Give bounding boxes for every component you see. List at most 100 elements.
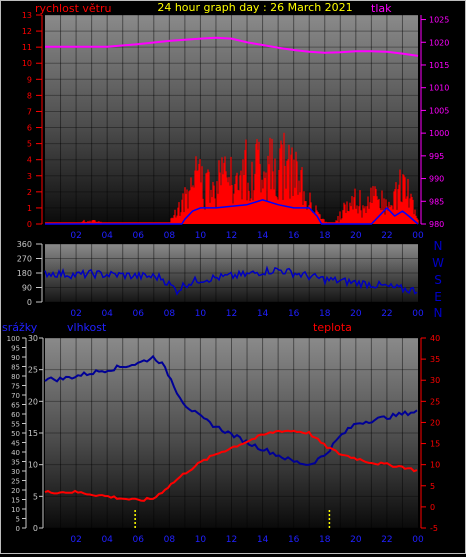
rain-y-tick-label: 65 <box>11 402 20 410</box>
humidity-y-tick-label: 10 <box>28 461 38 470</box>
pressure-y-tick-label: 985 <box>429 197 444 206</box>
x-tick-label: 12 <box>226 309 237 319</box>
humidity-y-tick-label: 15 <box>28 429 38 438</box>
wind-y-tick-label: 6 <box>27 124 32 133</box>
humidity-y-tick-label: 25 <box>28 366 38 375</box>
humidity-series <box>44 354 418 466</box>
x-tick-label: 06 <box>133 535 145 545</box>
pressure-y-tick-label: 1010 <box>429 84 449 93</box>
x-tick-label: 04 <box>101 309 113 319</box>
temperature-series <box>44 429 418 502</box>
wind-y-tick-label: 11 <box>22 43 32 52</box>
compass-n-top: N <box>434 239 443 253</box>
rain-y-tick-label: 100 <box>7 335 20 343</box>
humidity-y-tick-label: 20 <box>28 397 38 406</box>
wind-speed-series <box>77 132 419 224</box>
x-tick-label: 00 <box>412 309 424 319</box>
wind-y-tick-label: 2 <box>27 188 32 197</box>
rain-axis-title: srážky <box>2 321 38 334</box>
wind-y-tick-label: 8 <box>27 91 32 100</box>
temperature-y-tick-label: 35 <box>430 355 440 364</box>
compass-e: E <box>434 290 442 304</box>
x-tick-label: 08 <box>164 309 176 319</box>
pressure-y-tick-label: 1005 <box>429 106 449 115</box>
direction-y-tick-label: 180 <box>17 269 32 278</box>
x-tick-label: 12 <box>226 231 237 241</box>
rain-y-tick-label: 80 <box>11 373 20 381</box>
temperature-y-tick-label: 5 <box>430 482 435 491</box>
wind-y-tick-label: 10 <box>22 59 32 68</box>
x-tick-label: 02 <box>70 309 81 319</box>
rain-y-tick-label: 35 <box>11 459 20 467</box>
x-tick-label: 14 <box>257 231 269 241</box>
humidity-axis-title: vlhkost <box>67 321 107 334</box>
wind-y-tick-label: 3 <box>27 172 32 181</box>
rain-y-tick-label: 15 <box>11 497 20 505</box>
wind-y-tick-label: 9 <box>27 75 32 84</box>
temperature-y-tick-label: 20 <box>430 418 440 427</box>
x-tick-label: 20 <box>350 535 362 545</box>
x-tick-label: 02 <box>70 231 81 241</box>
rain-y-tick-label: 55 <box>11 421 20 429</box>
temperature-y-tick-label: 25 <box>430 397 440 406</box>
x-tick-label: 16 <box>288 231 300 241</box>
pressure-y-tick-label: 990 <box>429 175 444 184</box>
x-tick-label: 10 <box>195 535 207 545</box>
temperature-y-tick-label: 0 <box>430 503 435 512</box>
x-tick-label: 16 <box>288 535 300 545</box>
wind-y-tick-label: 4 <box>27 156 32 165</box>
series-layer <box>44 36 419 528</box>
pressure-y-tick-label: 995 <box>429 152 444 161</box>
x-tick-label: 18 <box>319 535 331 545</box>
x-tick-label: 06 <box>133 231 145 241</box>
x-tick-label: 10 <box>195 231 207 241</box>
rain-y-tick-label: 85 <box>11 364 20 372</box>
x-tick-label: 22 <box>381 231 392 241</box>
pressure-series <box>45 36 419 57</box>
average-wind-series <box>45 199 419 225</box>
temperature-y-tick-label: 15 <box>430 440 440 449</box>
rain-y-tick-label: 45 <box>11 440 20 448</box>
wind-y-tick-label: 7 <box>27 107 32 116</box>
temperature-y-tick-label: 10 <box>430 461 440 470</box>
x-tick-label: 18 <box>319 309 331 319</box>
humidity-y-tick-label: 5 <box>33 492 38 501</box>
x-tick-label: 00 <box>412 231 424 241</box>
temperature-axis-title: teplota <box>313 321 352 334</box>
rain-y-tick-label: 40 <box>11 449 20 457</box>
direction-y-tick-label: 90 <box>22 284 32 293</box>
humidity-y-tick-label: 0 <box>33 524 38 533</box>
rain-y-tick-label: 90 <box>11 354 20 362</box>
pressure-y-tick-label: 1000 <box>429 129 449 138</box>
compass-n-bottom: N <box>434 306 443 320</box>
temperature-y-tick-label: 30 <box>430 376 440 385</box>
wind-y-tick-label: 1 <box>27 204 32 213</box>
pressure-y-tick-label: 1020 <box>429 38 449 47</box>
x-tick-label: 22 <box>381 309 392 319</box>
x-tick-label: 08 <box>164 535 176 545</box>
compass-w: W <box>432 256 444 270</box>
rain-y-tick-label: 20 <box>11 487 20 495</box>
humidity-y-tick-label: 30 <box>28 334 38 343</box>
wind-y-tick-label: 12 <box>22 27 32 36</box>
x-tick-label: 14 <box>257 535 269 545</box>
rain-y-tick-label: 0 <box>16 525 20 533</box>
x-tick-label: 18 <box>319 231 331 241</box>
temperature-y-tick-label: 40 <box>430 334 440 343</box>
x-tick-label: 16 <box>288 309 300 319</box>
x-tick-label: 00 <box>412 535 424 545</box>
wind-y-tick-label: 13 <box>22 11 32 20</box>
wind-y-tick-label: 5 <box>27 140 32 149</box>
x-tick-label: 06 <box>133 309 145 319</box>
wind-y-tick-label: 0 <box>27 220 32 229</box>
rain-y-tick-label: 60 <box>11 411 20 419</box>
rain-y-tick-label: 75 <box>11 383 20 391</box>
direction-y-tick-label: 360 <box>17 240 32 249</box>
graph-title: 24 hour graph day : 26 March 2021 <box>157 1 352 14</box>
direction-y-tick-label: 270 <box>17 255 32 264</box>
x-tick-label: 22 <box>381 535 392 545</box>
x-tick-label: 04 <box>101 231 113 241</box>
